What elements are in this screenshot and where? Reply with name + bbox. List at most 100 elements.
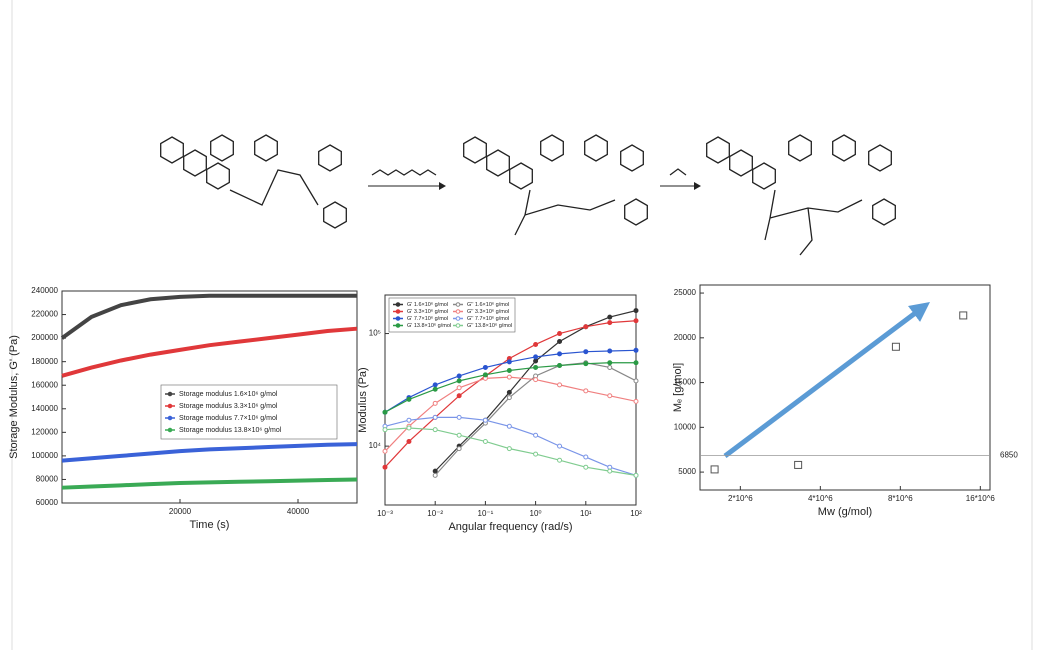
legend-marker (395, 316, 401, 321)
data-point (533, 451, 539, 457)
data-point (382, 409, 388, 415)
x-axis-label: Time (s) (190, 519, 230, 531)
y-axis-label: Modulus (Pa) (357, 367, 369, 432)
legend-marker (167, 403, 173, 409)
data-point (533, 432, 539, 438)
data-point (456, 378, 462, 384)
data-point (533, 364, 539, 370)
legend-marker (455, 316, 461, 321)
data-point (607, 464, 613, 470)
x-tick-label: 16*10^6 (966, 494, 996, 503)
x-tick-label: 10⁻¹ (478, 509, 494, 518)
data-point (533, 377, 539, 383)
legend-marker (167, 415, 173, 421)
data-point (506, 374, 512, 380)
legend-label: G'' 1.6×10⁶ g/mol (467, 301, 509, 308)
legend-label: G'' 13.8×10⁶ g/mol (467, 322, 512, 329)
data-point (607, 320, 613, 326)
x-axis-label: Mw (g/mol) (818, 506, 872, 518)
legend-label: G' 1.6×10⁶ g/mol (407, 301, 448, 308)
data-point (382, 448, 388, 454)
data-point (482, 372, 488, 378)
data-point (456, 393, 462, 399)
data-point (633, 398, 639, 404)
data-point (456, 385, 462, 391)
data-point (406, 438, 412, 444)
data-point (533, 358, 539, 364)
data-point (432, 468, 438, 474)
legend-label: G'' 7.7×10⁶ g/mol (467, 315, 509, 322)
y-tick-label: 160000 (31, 380, 58, 389)
y-tick-label: 120000 (31, 427, 58, 436)
x-tick-label: 20000 (169, 507, 192, 516)
data-point (607, 348, 613, 354)
data-point (959, 311, 968, 320)
data-point (506, 359, 512, 365)
data-point (506, 389, 512, 395)
data-point (633, 318, 639, 324)
legend-label: Storage modulus 7.7×10⁶ g/mol (179, 415, 278, 422)
y-tick-label: 10000 (674, 422, 697, 431)
data-point (406, 425, 412, 431)
legend-marker (395, 302, 401, 307)
data-point (557, 363, 563, 369)
data-point (432, 382, 438, 388)
y-tick-label: 25000 (674, 288, 697, 297)
data-point (607, 468, 613, 474)
data-point (482, 417, 488, 423)
y-tick-label: 240000 (31, 286, 58, 295)
y-tick-label: 100000 (31, 451, 58, 460)
legend-label: G' 7.7×10⁶ g/mol (407, 315, 448, 322)
data-point (583, 324, 589, 330)
data-point (456, 414, 462, 420)
data-point (432, 400, 438, 406)
data-point (607, 393, 613, 399)
data-point (607, 360, 613, 366)
legend-marker (167, 427, 173, 433)
data-point (607, 364, 613, 370)
x-tick-label: 8*10^6 (888, 494, 913, 503)
data-point (557, 443, 563, 449)
legend-label: G' 13.8×10⁶ g/mol (407, 322, 451, 329)
data-point (607, 314, 613, 320)
y-tick-label: 140000 (31, 404, 58, 413)
y-axis-label: Mₑ [g/mol] (672, 363, 684, 412)
data-point (382, 464, 388, 470)
reagent (669, 168, 687, 176)
data-point (710, 465, 719, 474)
data-point (891, 342, 900, 351)
reagent (371, 169, 437, 176)
legend-box (388, 297, 516, 333)
x-tick-label: 10² (630, 509, 642, 518)
y-tick-label: 20000 (674, 333, 697, 342)
y-tick-label: 15000 (674, 378, 697, 387)
y-tick-label: 80000 (36, 475, 59, 484)
data-point (506, 423, 512, 429)
data-point (382, 427, 388, 433)
reference-label: 6850 (1000, 451, 1018, 460)
series-line (61, 442, 358, 463)
plot-frame (61, 290, 358, 504)
data-point (633, 360, 639, 366)
legend-marker (395, 309, 401, 314)
x-tick-label: 2*10^6 (728, 494, 753, 503)
data-point (583, 349, 589, 355)
legend-marker (167, 391, 173, 397)
series-line (61, 477, 358, 490)
data-point (583, 388, 589, 394)
plot-frame (699, 284, 991, 491)
data-point (557, 338, 563, 344)
legend-marker (455, 302, 461, 307)
series-line (61, 326, 358, 378)
legend-marker (455, 309, 461, 314)
data-point (557, 457, 563, 463)
data-point (432, 386, 438, 392)
y-tick-label: 220000 (31, 310, 58, 319)
x-axis-label: Angular frequency (rad/s) (448, 521, 572, 533)
molecule-3 (706, 134, 896, 256)
x-tick-label: 10¹ (580, 509, 592, 518)
data-point (633, 347, 639, 353)
data-point (583, 361, 589, 367)
legend-label: Storage modulus 3.3×10⁶ g/mol (179, 403, 278, 410)
